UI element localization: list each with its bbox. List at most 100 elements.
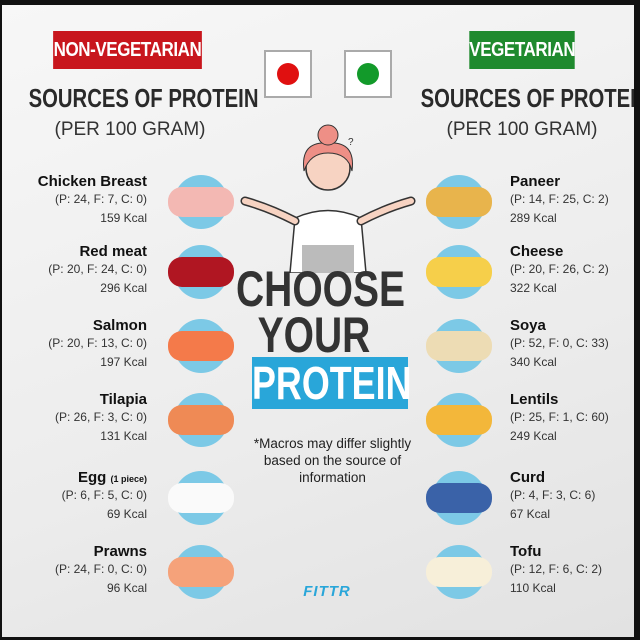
prawns-icon bbox=[168, 557, 234, 587]
food-name-text: Chicken Breast bbox=[37, 173, 147, 190]
egg-icon bbox=[168, 483, 234, 513]
food-macros: (P: 25, F: 1, C: 60) bbox=[510, 410, 609, 424]
food-kcal: 289 Kcal bbox=[510, 211, 557, 225]
food-macros: (P: 24, F: 7, C: 0) bbox=[54, 192, 147, 206]
food-name-text: Cheese bbox=[510, 243, 564, 260]
food-item: Paneer (P: 14, F: 25, C: 2) 289 Kcal bbox=[510, 173, 634, 228]
paneer-icon bbox=[426, 187, 492, 217]
headline-your: YOUR bbox=[257, 307, 371, 363]
food-macros: (P: 24, F: 0, C: 0) bbox=[54, 562, 147, 576]
food-name: Paneer bbox=[510, 173, 634, 190]
food-item: Tofu (P: 12, F: 6, C: 2) 110 Kcal bbox=[510, 543, 634, 598]
food-image bbox=[168, 175, 234, 229]
food-name: Soya bbox=[510, 317, 634, 334]
non-veg-symbol-icon bbox=[264, 50, 312, 98]
fittr-logo: FITTR bbox=[303, 583, 351, 600]
soya-icon bbox=[426, 331, 492, 361]
food-name: Chicken Breast bbox=[2, 173, 147, 190]
food-name-text: Paneer bbox=[510, 173, 561, 190]
food-name-text: Lentils bbox=[510, 391, 559, 408]
food-macros: (P: 20, F: 24, C: 0) bbox=[48, 262, 147, 276]
veg-symbol-icon bbox=[344, 50, 392, 98]
veg-tag: VEGETARIAN bbox=[469, 31, 576, 69]
food-kcal: 96 Kcal bbox=[106, 581, 147, 595]
food-name-text: Egg bbox=[77, 469, 107, 486]
food-macros: (P: 26, F: 3, C: 0) bbox=[54, 410, 147, 424]
food-image bbox=[426, 319, 492, 373]
headline-protein: PROTEIN bbox=[252, 357, 412, 409]
macros-disclaimer: *Macros may differ slightly based on the… bbox=[253, 436, 412, 485]
salmon-icon bbox=[168, 331, 234, 361]
food-item: Tilapia (P: 26, F: 3, C: 0) 131 Kcal bbox=[2, 391, 147, 446]
food-name: Red meat bbox=[2, 243, 147, 260]
food-item: Lentils (P: 25, F: 1, C: 60) 249 Kcal bbox=[510, 391, 634, 446]
food-name-text: Tofu bbox=[510, 543, 542, 560]
non-veg-tag: NON-VEGETARIAN bbox=[53, 31, 202, 69]
food-name: Egg (1 piece) bbox=[2, 469, 147, 486]
food-macros: (P: 12, F: 6, C: 2) bbox=[510, 562, 603, 576]
svg-text:?: ? bbox=[348, 137, 354, 148]
food-item: Prawns (P: 24, F: 0, C: 0) 96 Kcal bbox=[2, 543, 147, 598]
food-name-text: Salmon bbox=[92, 317, 147, 334]
food-name-text: Soya bbox=[510, 317, 546, 334]
food-image bbox=[426, 393, 492, 447]
food-image bbox=[426, 471, 492, 525]
food-kcal: 110 Kcal bbox=[510, 581, 556, 595]
food-macros: (P: 20, F: 26, C: 2) bbox=[510, 262, 609, 276]
woman-illustration-icon: ? bbox=[240, 124, 416, 273]
tilapia-icon bbox=[168, 405, 234, 435]
food-name: Salmon bbox=[2, 317, 147, 334]
protein-banner: PROTEIN bbox=[252, 357, 412, 409]
chicken-breast-icon bbox=[168, 187, 234, 217]
food-name: Prawns bbox=[2, 543, 147, 560]
red-meat-icon bbox=[168, 257, 234, 287]
infographic: NON-VEGETARIAN SOURCES OF PROTEIN (PER 1… bbox=[2, 5, 634, 637]
veg-title: SOURCES OF PROTEIN bbox=[420, 83, 634, 113]
food-name-text: Red meat bbox=[79, 243, 147, 260]
food-note: (1 piece) bbox=[110, 474, 147, 484]
food-macros: (P: 6, F: 5, C: 0) bbox=[61, 488, 147, 502]
food-image bbox=[168, 245, 234, 299]
food-kcal: 131 Kcal bbox=[100, 429, 147, 443]
non-veg-title: SOURCES OF PROTEIN bbox=[28, 83, 259, 113]
food-image bbox=[168, 471, 234, 525]
food-item: Salmon (P: 20, F: 13, C: 0) 197 Kcal bbox=[2, 317, 147, 372]
food-item: Cheese (P: 20, F: 26, C: 2) 322 Kcal bbox=[510, 243, 634, 298]
food-macros: (P: 20, F: 13, C: 0) bbox=[48, 336, 147, 350]
food-image bbox=[426, 245, 492, 299]
food-macros: (P: 14, F: 25, C: 2) bbox=[510, 192, 609, 206]
food-item: Egg (1 piece) (P: 6, F: 5, C: 0) 69 Kcal bbox=[2, 469, 147, 524]
food-image bbox=[426, 545, 492, 599]
food-kcal: 340 Kcal bbox=[510, 355, 557, 369]
food-kcal: 322 Kcal bbox=[510, 281, 557, 295]
food-image bbox=[168, 393, 234, 447]
food-item: Soya (P: 52, F: 0, C: 33) 340 Kcal bbox=[510, 317, 634, 372]
food-macros: (P: 4, F: 3, C: 6) bbox=[510, 488, 596, 502]
food-item: Red meat (P: 20, F: 24, C: 0) 296 Kcal bbox=[2, 243, 147, 298]
food-kcal: 249 Kcal bbox=[510, 429, 557, 443]
food-item: Curd (P: 4, F: 3, C: 6) 67 Kcal bbox=[510, 469, 634, 524]
food-kcal: 69 Kcal bbox=[106, 507, 147, 521]
food-name-text: Curd bbox=[510, 469, 545, 486]
food-name: Tilapia bbox=[2, 391, 147, 408]
food-kcal: 67 Kcal bbox=[510, 507, 551, 521]
headline-choose: CHOOSE bbox=[236, 261, 406, 317]
food-name: Cheese bbox=[510, 243, 634, 260]
food-name: Tofu bbox=[510, 543, 634, 560]
food-kcal: 159 Kcal bbox=[100, 211, 147, 225]
non-veg-subtitle: (PER 100 GRAM) bbox=[54, 119, 206, 140]
lentils-icon bbox=[426, 405, 492, 435]
food-item: Chicken Breast (P: 24, F: 7, C: 0) 159 K… bbox=[2, 173, 147, 228]
food-kcal: 296 Kcal bbox=[100, 281, 147, 295]
food-image bbox=[168, 545, 234, 599]
cheese-icon bbox=[426, 257, 492, 287]
food-name: Curd bbox=[510, 469, 634, 486]
food-image bbox=[426, 175, 492, 229]
curd-icon bbox=[426, 483, 492, 513]
food-macros: (P: 52, F: 0, C: 33) bbox=[510, 336, 609, 350]
food-name-text: Prawns bbox=[93, 543, 147, 560]
food-name-text: Tilapia bbox=[99, 391, 147, 408]
veg-subtitle: (PER 100 GRAM) bbox=[446, 119, 598, 140]
tofu-icon bbox=[426, 557, 492, 587]
food-kcal: 197 Kcal bbox=[100, 355, 147, 369]
